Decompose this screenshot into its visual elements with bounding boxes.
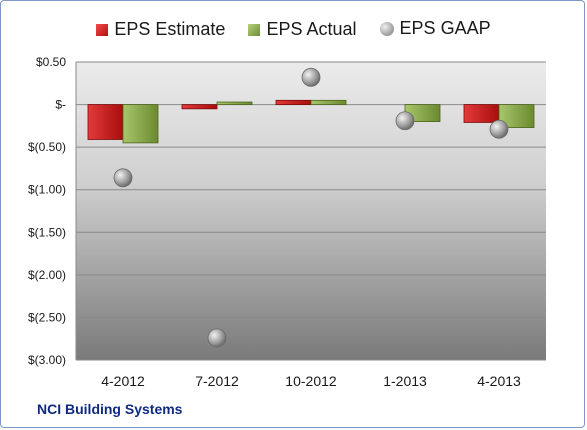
legend-label-estimate: EPS Estimate	[114, 19, 226, 39]
y-tick-label: $(2.50)	[28, 310, 66, 324]
point-eps-gaap	[395, 111, 415, 131]
company-label: NCI Building Systems	[37, 401, 183, 417]
y-tick-label: $(3.00)	[28, 353, 66, 367]
point-eps-gaap	[301, 67, 321, 87]
point-eps-gaap	[113, 168, 133, 188]
x-tick-label: 1-2013	[383, 373, 427, 389]
y-tick-label: $(1.00)	[28, 183, 66, 197]
legend: EPS Estimate EPS Actual EPS GAAP	[1, 18, 584, 41]
y-tick-label: $(0.50)	[28, 140, 66, 154]
point-eps-gaap	[207, 328, 227, 348]
bar-eps-actual	[122, 104, 159, 144]
bar-eps-estimate	[181, 104, 218, 110]
x-tick-label: 10-2012	[285, 373, 337, 389]
y-tick-label: $-	[55, 98, 66, 112]
y-tick-label: $(2.00)	[28, 268, 66, 282]
legend-label-actual: EPS Actual	[266, 19, 357, 39]
legend-item-eps-gaap: EPS GAAP	[379, 18, 491, 39]
bar-eps-actual	[216, 101, 253, 105]
y-tick-label: $(1.50)	[28, 225, 66, 239]
legend-swatch-estimate	[96, 23, 109, 36]
bar-eps-estimate	[463, 104, 500, 123]
axes: $0.50 $- $(0.50) $(1.00) $(1.50) $(2.00) $(2.5…	[28, 55, 521, 389]
legend-swatch-actual	[248, 23, 261, 36]
legend-item-eps-actual: EPS Actual	[248, 19, 357, 40]
x-tick-label: 4-2012	[101, 373, 145, 389]
gaap-points	[113, 67, 509, 348]
point-eps-gaap	[489, 119, 509, 139]
legend-label-gaap: EPS GAAP	[399, 18, 491, 38]
bar-eps-estimate	[87, 104, 124, 140]
legend-item-eps-estimate: EPS Estimate	[96, 19, 225, 40]
x-tick-label: 4-2013	[477, 373, 521, 389]
legend-swatch-gaap	[379, 21, 394, 36]
y-tick-label: $0.50	[36, 55, 66, 69]
x-tick-label: 7-2012	[195, 373, 239, 389]
bar-eps-actual	[498, 104, 535, 128]
bar-eps-actual	[310, 99, 347, 105]
bar-eps-estimate	[275, 99, 312, 105]
